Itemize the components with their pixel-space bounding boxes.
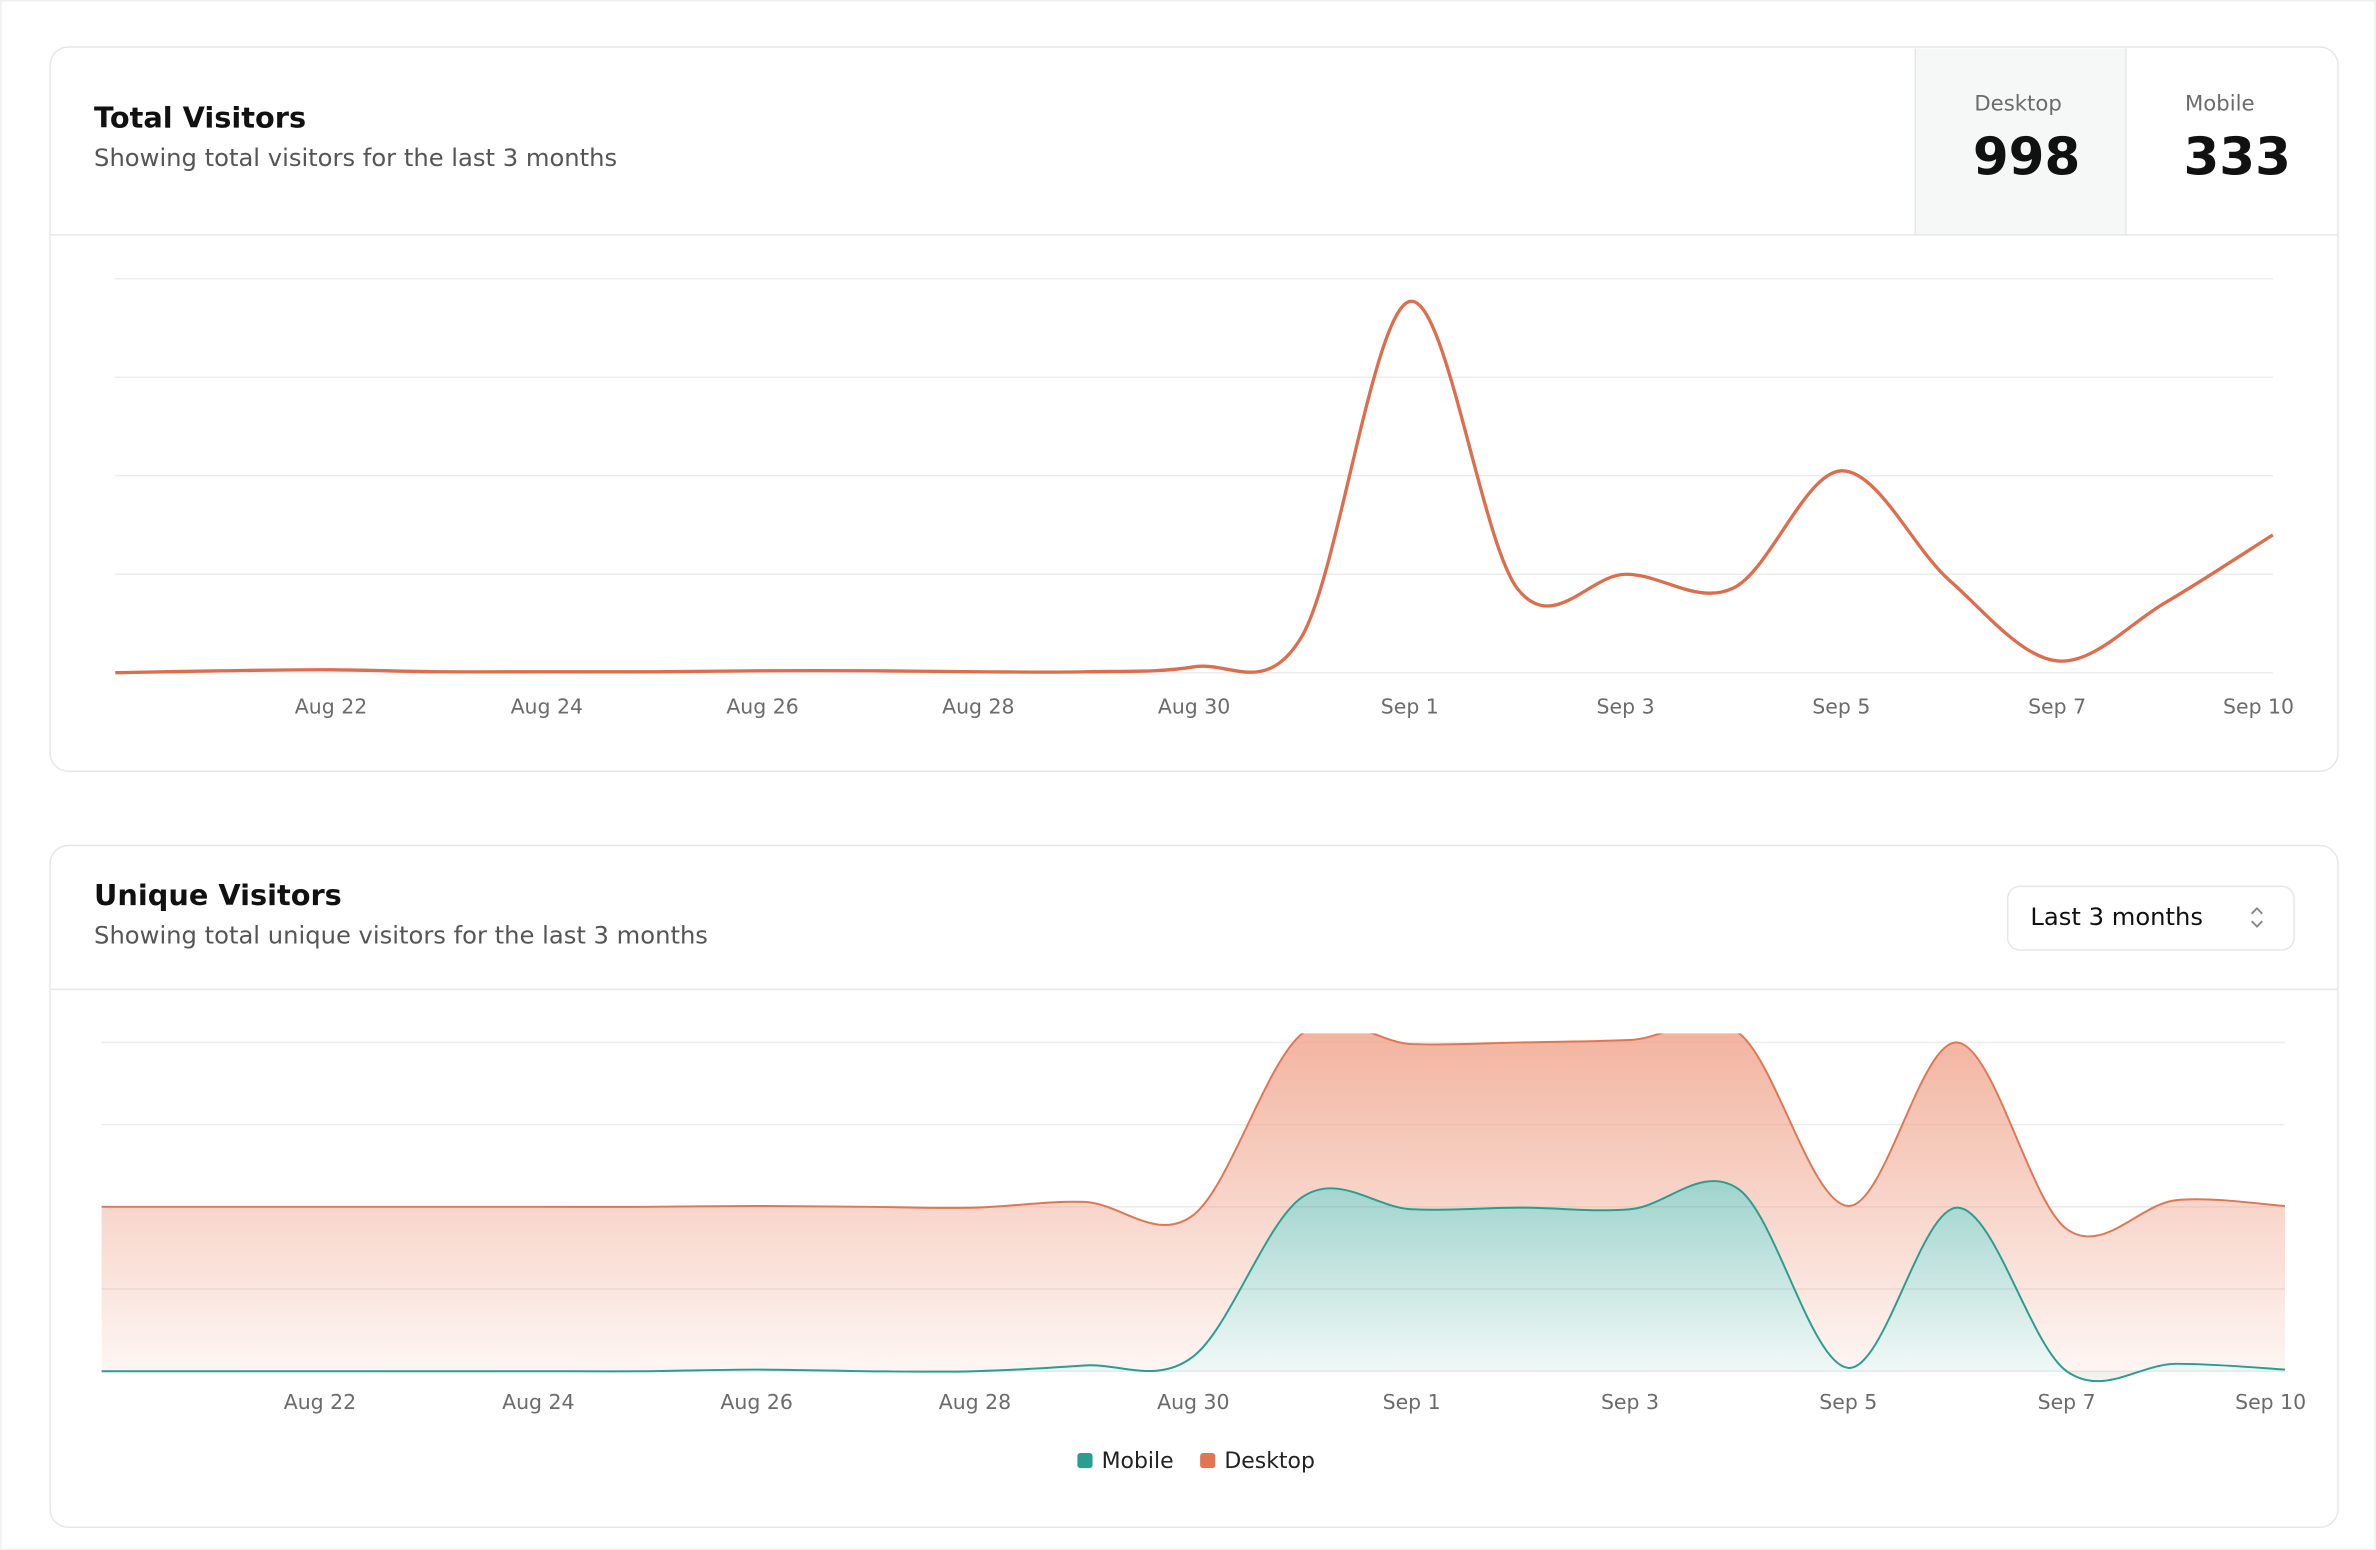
x-tick-label: Aug 24	[502, 1390, 574, 1414]
range-select-label[interactable]: Last 3 months	[2030, 902, 2203, 931]
card-title: Unique Visitors	[94, 878, 342, 912]
stat-active-bg	[1915, 48, 2126, 235]
legend-label: Desktop	[1224, 1449, 1315, 1474]
line	[115, 299, 2274, 675]
x-tick-label: Aug 30	[1158, 695, 1230, 719]
stat-label[interactable]: Mobile	[2185, 92, 2255, 117]
card-subtitle: Showing total visitors for the last 3 mo…	[94, 143, 617, 172]
x-tick-label: Sep 5	[1819, 1390, 1877, 1414]
area	[101, 1181, 2285, 1382]
x-tick-label: Aug 28	[942, 695, 1014, 719]
area-line	[101, 1033, 2286, 1238]
legend-label: Mobile	[1102, 1449, 1174, 1474]
area	[101, 1033, 2285, 1382]
legend-swatch	[1077, 1453, 1093, 1469]
range-select[interactable]	[2006, 885, 2295, 951]
chevron-icon[interactable]	[2250, 906, 2263, 928]
x-tick-label: Aug 22	[284, 1390, 356, 1414]
x-tick-label: Sep 3	[1597, 695, 1655, 719]
x-tick-label: Sep 7	[2028, 695, 2086, 719]
legend-swatch	[1200, 1453, 1216, 1469]
stat-value[interactable]: 998	[1973, 128, 2081, 188]
x-tick-label: Sep 1	[1383, 1390, 1441, 1414]
x-tick-label: Aug 22	[295, 695, 367, 719]
plot-area	[101, 1033, 2286, 1383]
x-tick-label: Sep 10	[2223, 695, 2294, 719]
x-tick-label: Sep 1	[1381, 695, 1439, 719]
x-tick-label: Aug 24	[511, 695, 583, 719]
card-subtitle: Showing total unique visitors for the la…	[94, 920, 708, 949]
x-tick-label: Sep 3	[1601, 1390, 1659, 1414]
x-tick-label: Sep 5	[1812, 695, 1870, 719]
x-tick-label: Aug 26	[720, 1390, 792, 1414]
stat-label[interactable]: Desktop	[1974, 92, 2061, 117]
x-tick-label: Aug 30	[1157, 1390, 1229, 1414]
x-tick-label: Aug 28	[939, 1390, 1011, 1414]
x-tick-label: Sep 7	[2038, 1390, 2096, 1414]
x-tick-label: Aug 26	[726, 695, 798, 719]
card-title: Total Visitors	[94, 101, 306, 135]
area-line	[101, 1180, 2286, 1383]
stat-value[interactable]: 333	[2183, 128, 2291, 188]
card	[49, 46, 2339, 772]
x-tick-label: Sep 10	[2235, 1390, 2306, 1414]
